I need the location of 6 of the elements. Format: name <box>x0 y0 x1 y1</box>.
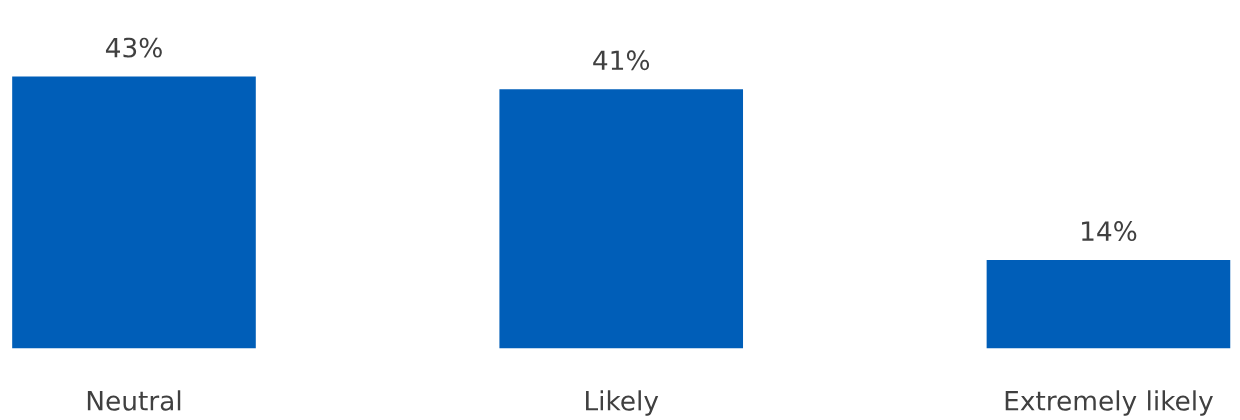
x-tick-label: Likely <box>586 390 659 416</box>
x-tick-label: Neutral <box>87 390 181 411</box>
data-label: 41% <box>593 50 650 71</box>
data-label: 43% <box>105 37 162 58</box>
x-tick-label: Extremely likely <box>1005 390 1213 416</box>
data-label: 14% <box>1082 221 1137 242</box>
